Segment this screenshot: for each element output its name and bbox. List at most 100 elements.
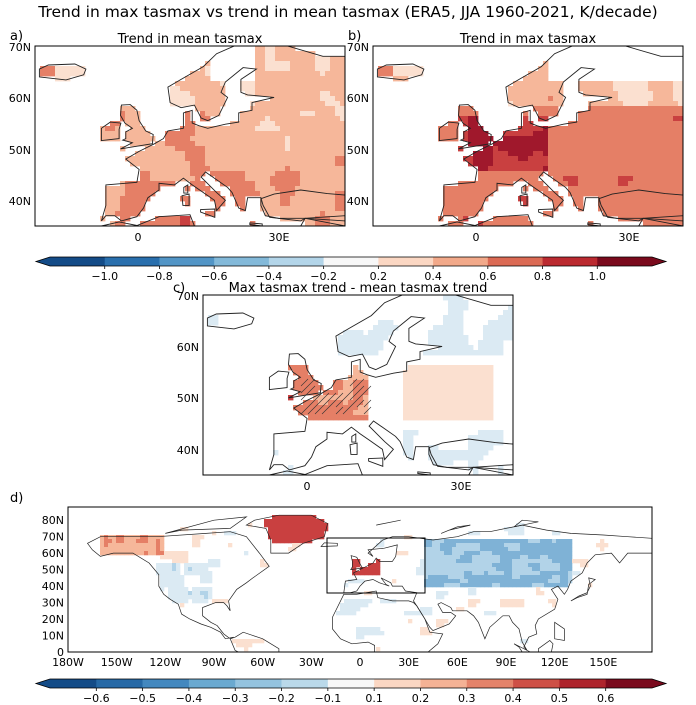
map-cell — [295, 151, 301, 157]
map-cell — [388, 71, 394, 77]
map-cell — [280, 81, 286, 87]
map-cell — [453, 390, 459, 396]
map-cell — [678, 166, 684, 172]
map-cell — [270, 116, 276, 122]
map-cell — [472, 567, 477, 572]
map-cell — [433, 450, 439, 456]
map-cell — [468, 571, 473, 576]
map-cell — [460, 579, 465, 584]
map-cell — [593, 161, 599, 167]
map-cell — [255, 171, 261, 177]
map-cell — [200, 567, 205, 572]
map-cell — [483, 365, 489, 371]
map-cell — [135, 191, 141, 197]
map-cell — [356, 579, 361, 584]
map-cell — [573, 201, 579, 207]
map-cell — [285, 166, 291, 172]
map-cell — [518, 131, 524, 137]
map-cell — [653, 81, 659, 87]
map-cell — [320, 196, 326, 202]
map-cell — [275, 141, 281, 147]
map-cell — [653, 126, 659, 132]
map-cell — [463, 305, 469, 311]
map-cell — [460, 583, 465, 588]
map-cell — [463, 455, 469, 461]
map-cell — [500, 603, 505, 608]
map-cell — [444, 539, 449, 544]
map-cell — [408, 430, 414, 436]
map-cell — [492, 571, 497, 576]
map-cell — [265, 181, 271, 187]
map-cell — [316, 527, 321, 532]
map-cell — [643, 86, 649, 92]
panel-d-ytick: 10N — [42, 630, 64, 643]
map-cell — [436, 623, 441, 628]
map-cell — [245, 186, 251, 192]
map-cell — [265, 201, 271, 207]
map-cell — [300, 81, 306, 87]
map-cell — [468, 435, 474, 441]
map-cell — [623, 141, 629, 147]
map-cell — [628, 121, 634, 127]
map-cell — [338, 410, 344, 416]
map-cell — [205, 101, 211, 107]
map-cell — [296, 523, 301, 528]
map-cell — [152, 535, 157, 540]
map-cell — [245, 146, 251, 152]
map-cell — [264, 563, 269, 568]
map-cell — [468, 385, 474, 391]
map-cell — [476, 551, 481, 556]
map-cell — [424, 551, 429, 556]
map-cell — [478, 455, 484, 461]
map-cell — [443, 315, 449, 321]
map-cell — [310, 56, 316, 62]
map-cell — [653, 121, 659, 127]
map-cell — [488, 539, 493, 544]
map-cell — [663, 136, 669, 142]
map-cell — [380, 539, 385, 544]
map-cell — [260, 101, 266, 107]
map-cell — [335, 201, 341, 207]
map-cell — [488, 567, 493, 572]
map-cell — [598, 146, 604, 152]
map-cell — [538, 166, 544, 172]
map-cell — [298, 410, 304, 416]
map-cell — [613, 91, 619, 97]
map-cell — [290, 176, 296, 182]
map-cell — [433, 325, 439, 331]
map-cell — [172, 555, 177, 560]
map-cell — [532, 571, 537, 576]
map-cell — [463, 395, 469, 401]
map-cell — [240, 639, 245, 644]
map-cell — [503, 330, 509, 336]
map-cell — [185, 101, 191, 107]
map-cell — [468, 201, 474, 207]
map-cell — [356, 627, 361, 632]
map-cell — [483, 166, 489, 172]
map-cell — [353, 410, 359, 416]
map-cell — [453, 126, 459, 132]
map-cell — [344, 583, 349, 588]
map-cell — [60, 76, 66, 82]
map-cell — [285, 71, 291, 77]
map-cell — [628, 101, 634, 107]
map-cell — [413, 430, 419, 436]
map-cell — [343, 380, 349, 386]
map-cell — [270, 76, 276, 82]
map-cell — [175, 156, 181, 162]
significance-hatch — [335, 406, 344, 415]
map-cell — [678, 101, 684, 107]
map-cell — [673, 176, 679, 182]
map-cell — [528, 171, 534, 177]
colorbar-top: −1.0 −0.8 −0.6 −0.4 −0.2 0.2 0.4 0.6 0.8 1.0 — [34, 256, 668, 283]
map-cell — [518, 171, 524, 177]
map-cell — [393, 325, 399, 331]
map-cell — [483, 345, 489, 351]
map-cell — [272, 527, 277, 532]
map-cell — [418, 375, 424, 381]
map-cell — [453, 320, 459, 326]
map-cell — [648, 146, 654, 152]
map-cell — [335, 86, 341, 92]
map-cell — [333, 410, 339, 416]
map-cell — [60, 71, 66, 77]
